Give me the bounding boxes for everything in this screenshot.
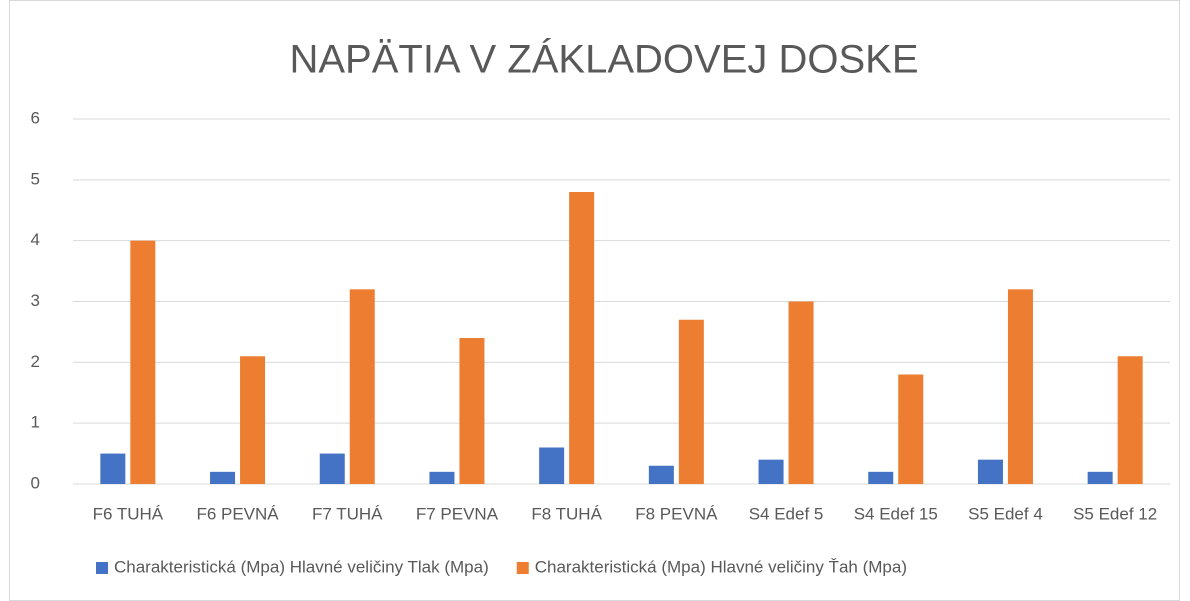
x-tick-label: S4 Edef 15 <box>854 504 938 523</box>
bar <box>758 459 784 484</box>
x-tick-label: F6 TUHÁ <box>93 504 164 523</box>
x-tick-label: S4 Edef 5 <box>749 504 824 523</box>
bar <box>429 471 455 484</box>
legend-label: Charakteristická (Mpa) Hlavné veličiny Ť… <box>535 557 907 576</box>
bar <box>788 301 814 484</box>
bar <box>459 338 485 484</box>
bar <box>349 289 375 484</box>
legend-label: Charakteristická (Mpa) Hlavné veličiny T… <box>114 557 489 576</box>
bar <box>319 453 345 484</box>
chart-title: NAPÄTIA V ZÁKLADOVEJ DOSKE <box>289 37 918 82</box>
bar <box>977 459 1003 484</box>
y-tick-label: 6 <box>31 108 40 127</box>
y-tick-label: 0 <box>31 473 40 492</box>
bar <box>868 471 894 484</box>
y-tick-label: 4 <box>31 230 40 249</box>
bar <box>648 465 674 484</box>
bar <box>1007 289 1033 484</box>
y-tick-label: 3 <box>31 291 40 310</box>
x-tick-label: S5 Edef 4 <box>968 504 1043 523</box>
bar <box>898 374 924 484</box>
bar <box>100 453 126 484</box>
chart-border <box>9 0 1180 601</box>
legend-swatch <box>96 562 108 574</box>
bar <box>240 356 266 484</box>
bar <box>539 447 565 484</box>
bar <box>1087 471 1113 484</box>
y-tick-label: 1 <box>31 413 40 432</box>
x-tick-label: F8 PEVNÁ <box>635 504 718 523</box>
x-tick-label: F7 PEVNA <box>416 504 499 523</box>
legend-swatch <box>516 562 529 574</box>
bar <box>1117 356 1143 484</box>
bar <box>210 471 236 484</box>
y-tick-label: 5 <box>31 169 40 188</box>
x-tick-label: F8 TUHÁ <box>531 504 602 523</box>
bar <box>569 192 595 484</box>
bar <box>130 240 156 484</box>
y-tick-label: 2 <box>31 352 40 371</box>
x-tick-label: F6 PEVNÁ <box>196 504 279 523</box>
x-tick-label: F7 TUHÁ <box>312 504 383 523</box>
x-tick-label: S5 Edef 12 <box>1073 504 1157 523</box>
bar <box>678 319 704 484</box>
